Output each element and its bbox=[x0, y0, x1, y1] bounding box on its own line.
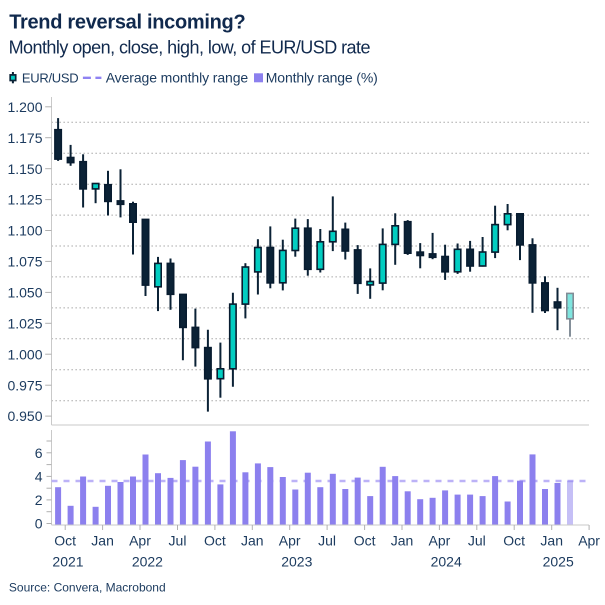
svg-text:Trend reversal incoming?: Trend reversal incoming? bbox=[9, 11, 245, 33]
svg-text:6: 6 bbox=[35, 445, 43, 461]
svg-text:Average monthly range: Average monthly range bbox=[106, 70, 249, 86]
svg-text:0.950: 0.950 bbox=[7, 408, 42, 424]
svg-text:1.050: 1.050 bbox=[7, 285, 42, 301]
svg-text:Jan: Jan bbox=[391, 533, 414, 549]
svg-text:2021: 2021 bbox=[52, 554, 83, 570]
svg-text:Oct: Oct bbox=[54, 533, 76, 549]
svg-text:Monthly range (%): Monthly range (%) bbox=[266, 70, 378, 86]
svg-text:1.150: 1.150 bbox=[7, 161, 42, 177]
svg-text:2024: 2024 bbox=[431, 554, 462, 570]
svg-text:1.075: 1.075 bbox=[7, 254, 42, 270]
svg-text:1.200: 1.200 bbox=[7, 99, 42, 115]
svg-text:Jan: Jan bbox=[91, 533, 114, 549]
svg-text:1.100: 1.100 bbox=[7, 223, 42, 239]
svg-text:1.125: 1.125 bbox=[7, 192, 42, 208]
svg-text:1.000: 1.000 bbox=[7, 346, 42, 362]
svg-text:Apr: Apr bbox=[429, 533, 451, 549]
svg-text:2025: 2025 bbox=[543, 554, 574, 570]
svg-text:Jan: Jan bbox=[241, 533, 264, 549]
svg-text:Apr: Apr bbox=[279, 533, 301, 549]
svg-text:0: 0 bbox=[35, 516, 43, 532]
svg-text:Apr: Apr bbox=[578, 533, 600, 549]
svg-text:1.025: 1.025 bbox=[7, 315, 42, 331]
svg-text:4: 4 bbox=[35, 469, 43, 485]
svg-text:Oct: Oct bbox=[503, 533, 525, 549]
svg-text:Oct: Oct bbox=[204, 533, 226, 549]
svg-text:0.975: 0.975 bbox=[7, 377, 42, 393]
svg-text:Monthly open, close, high, low: Monthly open, close, high, low, of EUR/U… bbox=[9, 38, 371, 58]
svg-text:Apr: Apr bbox=[129, 533, 151, 549]
svg-text:2: 2 bbox=[35, 492, 43, 508]
svg-text:Jul: Jul bbox=[318, 533, 336, 549]
svg-text:Jul: Jul bbox=[169, 533, 187, 549]
svg-text:Oct: Oct bbox=[354, 533, 376, 549]
svg-text:Jan: Jan bbox=[540, 533, 563, 549]
svg-text:Jul: Jul bbox=[468, 533, 486, 549]
svg-text:Source: Convera, Macrobond: Source: Convera, Macrobond bbox=[9, 580, 166, 594]
svg-text:2022: 2022 bbox=[132, 554, 163, 570]
svg-text:1.175: 1.175 bbox=[7, 130, 42, 146]
svg-text:2023: 2023 bbox=[281, 554, 312, 570]
svg-text:EUR/USD: EUR/USD bbox=[22, 71, 78, 86]
